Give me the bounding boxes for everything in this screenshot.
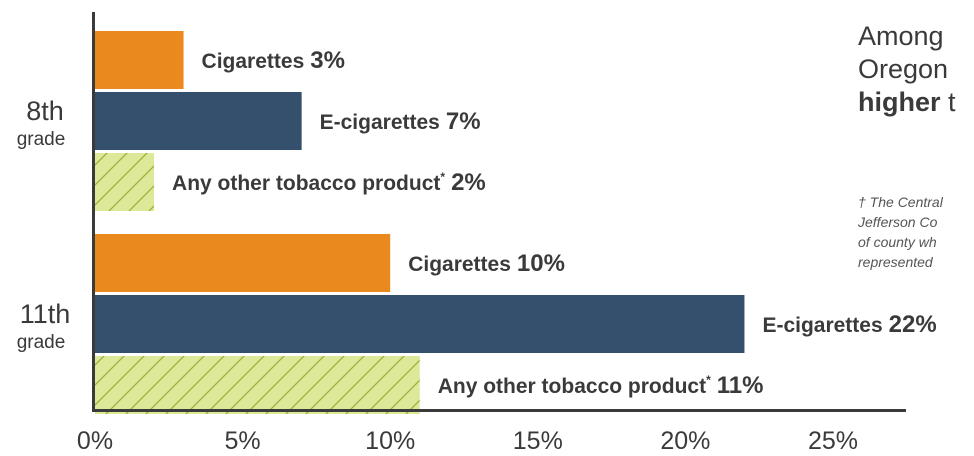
bar-other-11th [95,356,420,414]
side-text-rest: t [940,87,956,117]
group-sublabel-8th: grade [17,129,66,150]
x-tick-label: 20% [660,427,710,455]
side-text-bold: higher [858,87,941,117]
bar-label-text: E-cigarettes [762,314,882,337]
bar-e_cigarettes-8th [95,92,302,150]
footnote: † The Central Jefferson Co of county wh … [858,192,943,272]
bar-label-sup: * [440,170,445,184]
group-labels-layer: 8th grade 11th grade [17,96,71,353]
x-tick-label: 0% [77,427,113,455]
bar-label-e_cigarettes-11th: E-cigarettes 22% [762,311,936,338]
x-axis-ticks: 0% 5% 10% 15% 20% 25% [77,427,858,455]
x-tick-label: 25% [808,427,858,455]
bar-other-8th [95,153,155,211]
bar-value: 11% [717,372,764,399]
bar-label-other-8th: Any other tobacco product* 2% [172,169,486,196]
bar-value: 10% [517,250,565,277]
bar-labels-layer: Cigarettes 3%E-cigarettes 7%Any other toba… [172,47,937,399]
bar-label-text: Cigarettes [202,50,305,73]
group-label-11th: 11th [20,299,71,329]
bar-label-other-11th: Any other tobacco product* 11% [438,372,764,399]
x-tick-label: 5% [225,427,261,455]
bar-label-sup: * [706,373,711,387]
bars-layer [95,31,745,414]
x-tick-label: 15% [513,427,563,455]
bar-cigarettes-8th [95,31,184,89]
bar-label-cigarettes-11th: Cigarettes 10% [408,250,565,277]
footnote-line-1: † The Central [858,194,943,210]
bar-value: 22% [889,311,937,338]
bar-value: 7% [446,108,481,135]
footnote-line-4: represented [858,254,933,270]
bar-label-text: Cigarettes [408,253,511,276]
side-text-line-1: Among [858,21,944,51]
bar-value: 2% [451,169,486,196]
x-tick-label: 10% [365,427,415,455]
footnote-line-2: Jefferson Co [858,214,938,230]
bar-label-e_cigarettes-8th: E-cigarettes 7% [320,108,481,135]
bar-e_cigarettes-11th [95,295,745,353]
side-text: Among Oregon higher t [858,20,974,119]
group-sublabel-11th: grade [17,332,66,353]
side-text-line-2: Oregon [858,54,949,84]
footnote-line-3: of county wh [858,234,937,250]
group-label-8th: 8th [26,96,64,126]
side-text-line-3: higher t [858,86,974,119]
bar-cigarettes-11th [95,234,391,292]
bar-label-text: E-cigarettes [320,111,440,134]
bar-value: 3% [310,47,345,74]
bar-label-text: Any other tobacco product [172,172,440,195]
bar-label-cigarettes-8th: Cigarettes 3% [202,47,345,74]
bar-label-text: Any other tobacco product [438,375,706,398]
